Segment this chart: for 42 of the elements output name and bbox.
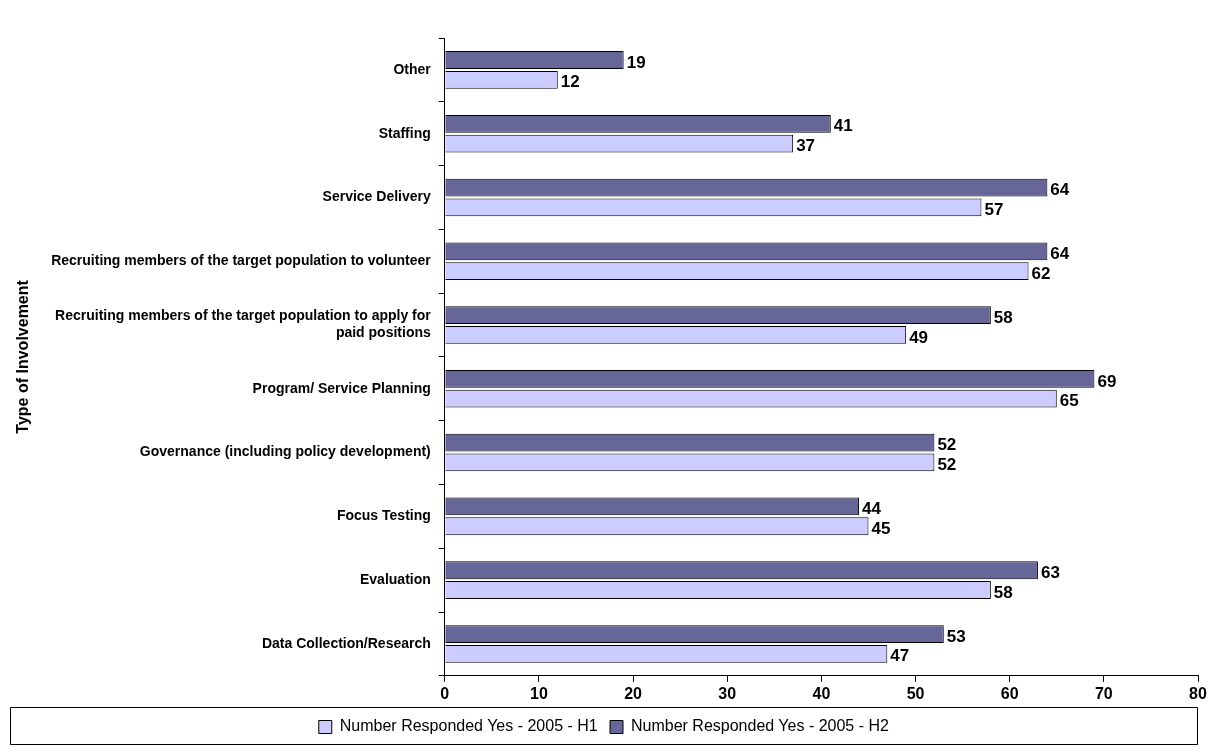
data-label: 49 [909, 327, 929, 347]
data-label: 44 [862, 499, 882, 519]
x-tick-label: 30 [718, 684, 737, 702]
x-tick-label: 80 [1189, 684, 1207, 702]
y-tick-label: Other [393, 60, 432, 77]
data-label: 64 [1050, 180, 1070, 200]
x-tick-label: 0 [440, 684, 450, 702]
data-label: 12 [560, 72, 580, 92]
x-tick-label: 70 [1094, 684, 1113, 702]
data-label: 19 [626, 52, 646, 72]
y-tick-label: Staffing [378, 124, 431, 141]
x-tick-label: 60 [1000, 684, 1019, 702]
x-tick-label: 20 [624, 684, 643, 702]
y-tick-label: Recruiting members of the target population to volunteer [51, 252, 432, 269]
data-label: 58 [993, 582, 1013, 602]
y-tick-label: Governance (including policy development) [139, 443, 431, 460]
data-label: 65 [1059, 391, 1079, 411]
data-label: 62 [1031, 263, 1051, 283]
y-axis-title: Type of Involvement [14, 279, 32, 434]
y-tick-label: Data Collection/Research [261, 634, 431, 651]
data-label: 63 [1040, 562, 1060, 582]
data-label: 57 [984, 200, 1004, 220]
y-tick-label: Program/ Service Planning [252, 379, 431, 396]
legend-label: Number Responded Yes - 2005 - H2 [631, 717, 890, 735]
data-label: 52 [937, 455, 957, 475]
x-tick-label: 40 [812, 684, 831, 702]
data-label: 37 [796, 136, 816, 156]
data-label: 41 [833, 116, 853, 136]
data-label: 53 [946, 626, 966, 646]
x-tick-label: 50 [906, 684, 925, 702]
y-tick-label: Focus Testing [336, 507, 431, 524]
data-label: 47 [890, 646, 910, 666]
x-tick-label: 10 [530, 684, 548, 702]
y-tick-label: Evaluation [359, 570, 431, 587]
legend-label: Number Responded Yes - 2005 - H1 [339, 717, 598, 735]
data-label: 58 [993, 307, 1013, 327]
data-label: 64 [1050, 244, 1070, 264]
y-tick-label: Recruiting members of the target population to apply for paid positions [55, 307, 432, 341]
data-label: 45 [871, 518, 891, 538]
data-label: 52 [937, 435, 957, 455]
y-tick-label: Service Delivery [322, 188, 431, 205]
data-label: 69 [1097, 371, 1117, 391]
